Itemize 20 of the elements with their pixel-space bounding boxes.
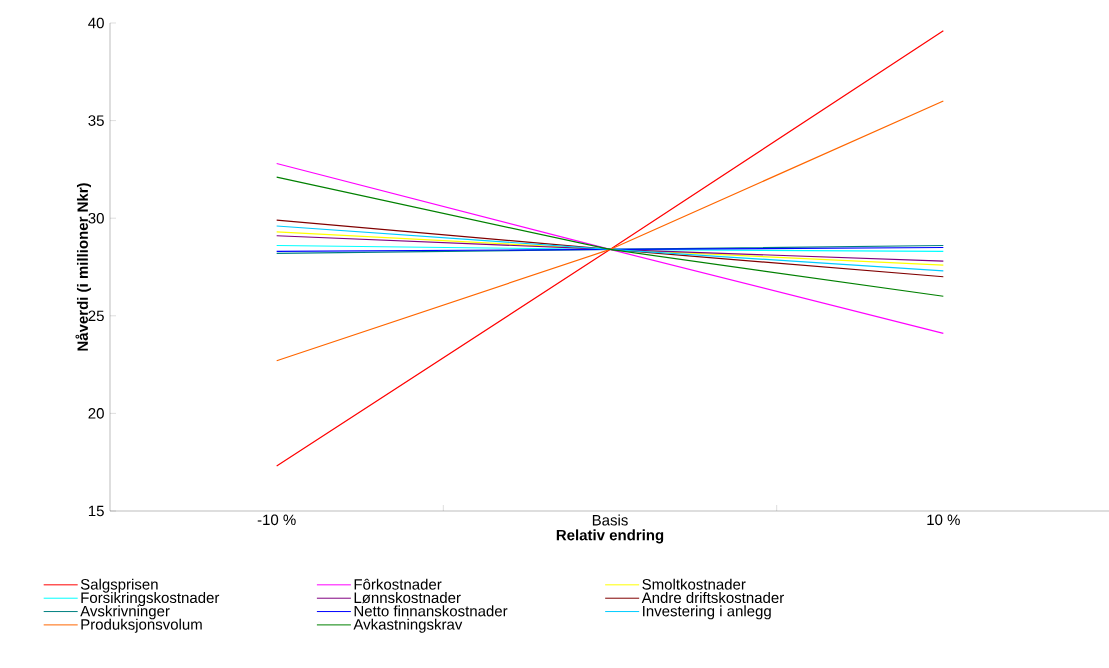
y-tick-label: 35 <box>88 115 104 126</box>
x-tick-label: -10 % <box>257 514 296 526</box>
legend-label: Investering i anlegg <box>643 605 771 620</box>
legend-label: Andre driftskostnader <box>641 592 784 604</box>
x-axis-title: Relativ endring <box>556 529 664 544</box>
legend-label: Salgsprisen <box>80 578 158 593</box>
y-tick-label: 40 <box>88 17 104 29</box>
x-tick-label: 10 % <box>927 514 960 526</box>
y-tick-label: 15 <box>88 505 104 517</box>
y-tick-label: 30 <box>88 212 104 224</box>
legend-label: Avskrivninger <box>80 605 170 620</box>
legend-label: Forsikringskostnader <box>81 592 220 607</box>
legend-label: Produksjonsvolum <box>81 618 202 633</box>
legend-label: Fôrkostnader <box>354 578 442 590</box>
legend-label: Lønnskostnader <box>354 592 461 604</box>
legend-label: Smoltkostnader <box>642 578 746 590</box>
y-tick-label: 20 <box>88 408 104 419</box>
x-tick-label: Basis <box>592 514 628 526</box>
legend-label: Netto finnanskostnader <box>354 605 508 617</box>
legend-label: Avkastningskrav <box>353 618 463 633</box>
